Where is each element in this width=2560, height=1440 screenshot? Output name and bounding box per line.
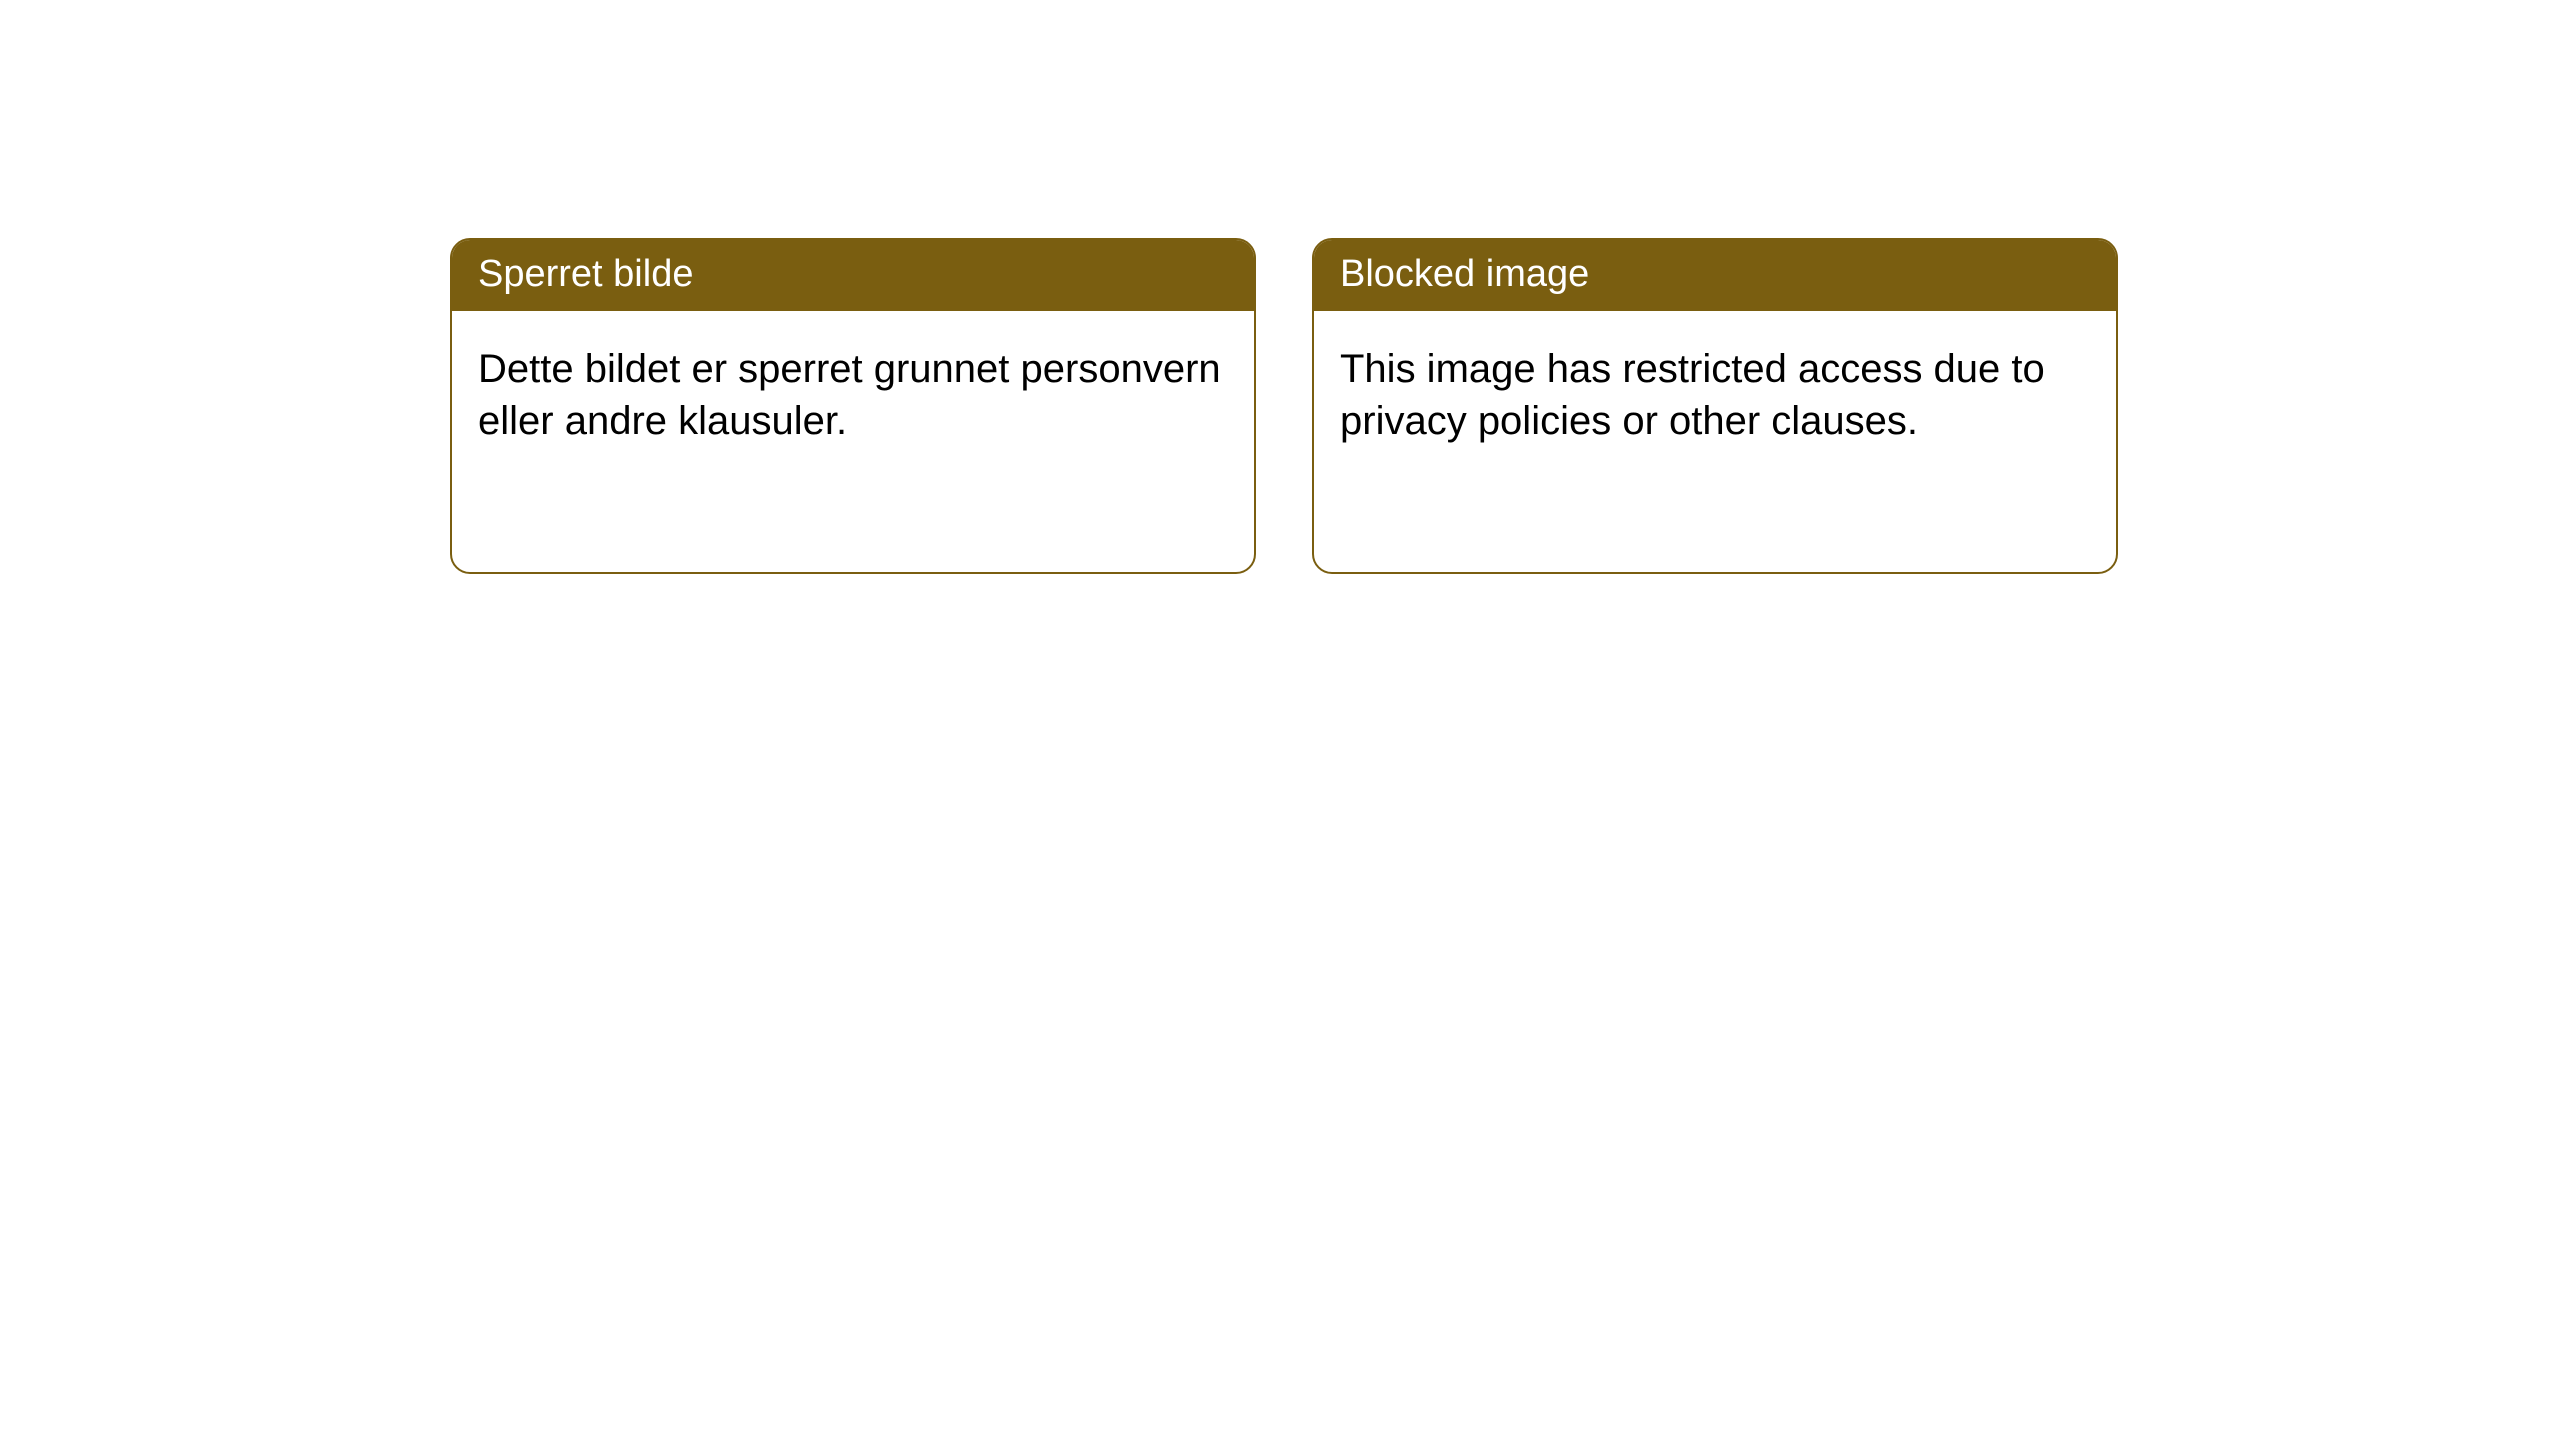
- card-body: This image has restricted access due to …: [1314, 311, 2116, 479]
- card-message: This image has restricted access due to …: [1340, 347, 2045, 443]
- blocked-image-card-en: Blocked image This image has restricted …: [1312, 238, 2118, 574]
- card-title: Sperret bilde: [478, 253, 693, 295]
- notice-cards-container: Sperret bilde Dette bildet er sperret gr…: [450, 238, 2118, 574]
- card-body: Dette bildet er sperret grunnet personve…: [452, 311, 1254, 479]
- card-header: Blocked image: [1314, 240, 2116, 311]
- card-title: Blocked image: [1340, 253, 1589, 295]
- card-header: Sperret bilde: [452, 240, 1254, 311]
- blocked-image-card-no: Sperret bilde Dette bildet er sperret gr…: [450, 238, 1256, 574]
- card-message: Dette bildet er sperret grunnet personve…: [478, 347, 1221, 443]
